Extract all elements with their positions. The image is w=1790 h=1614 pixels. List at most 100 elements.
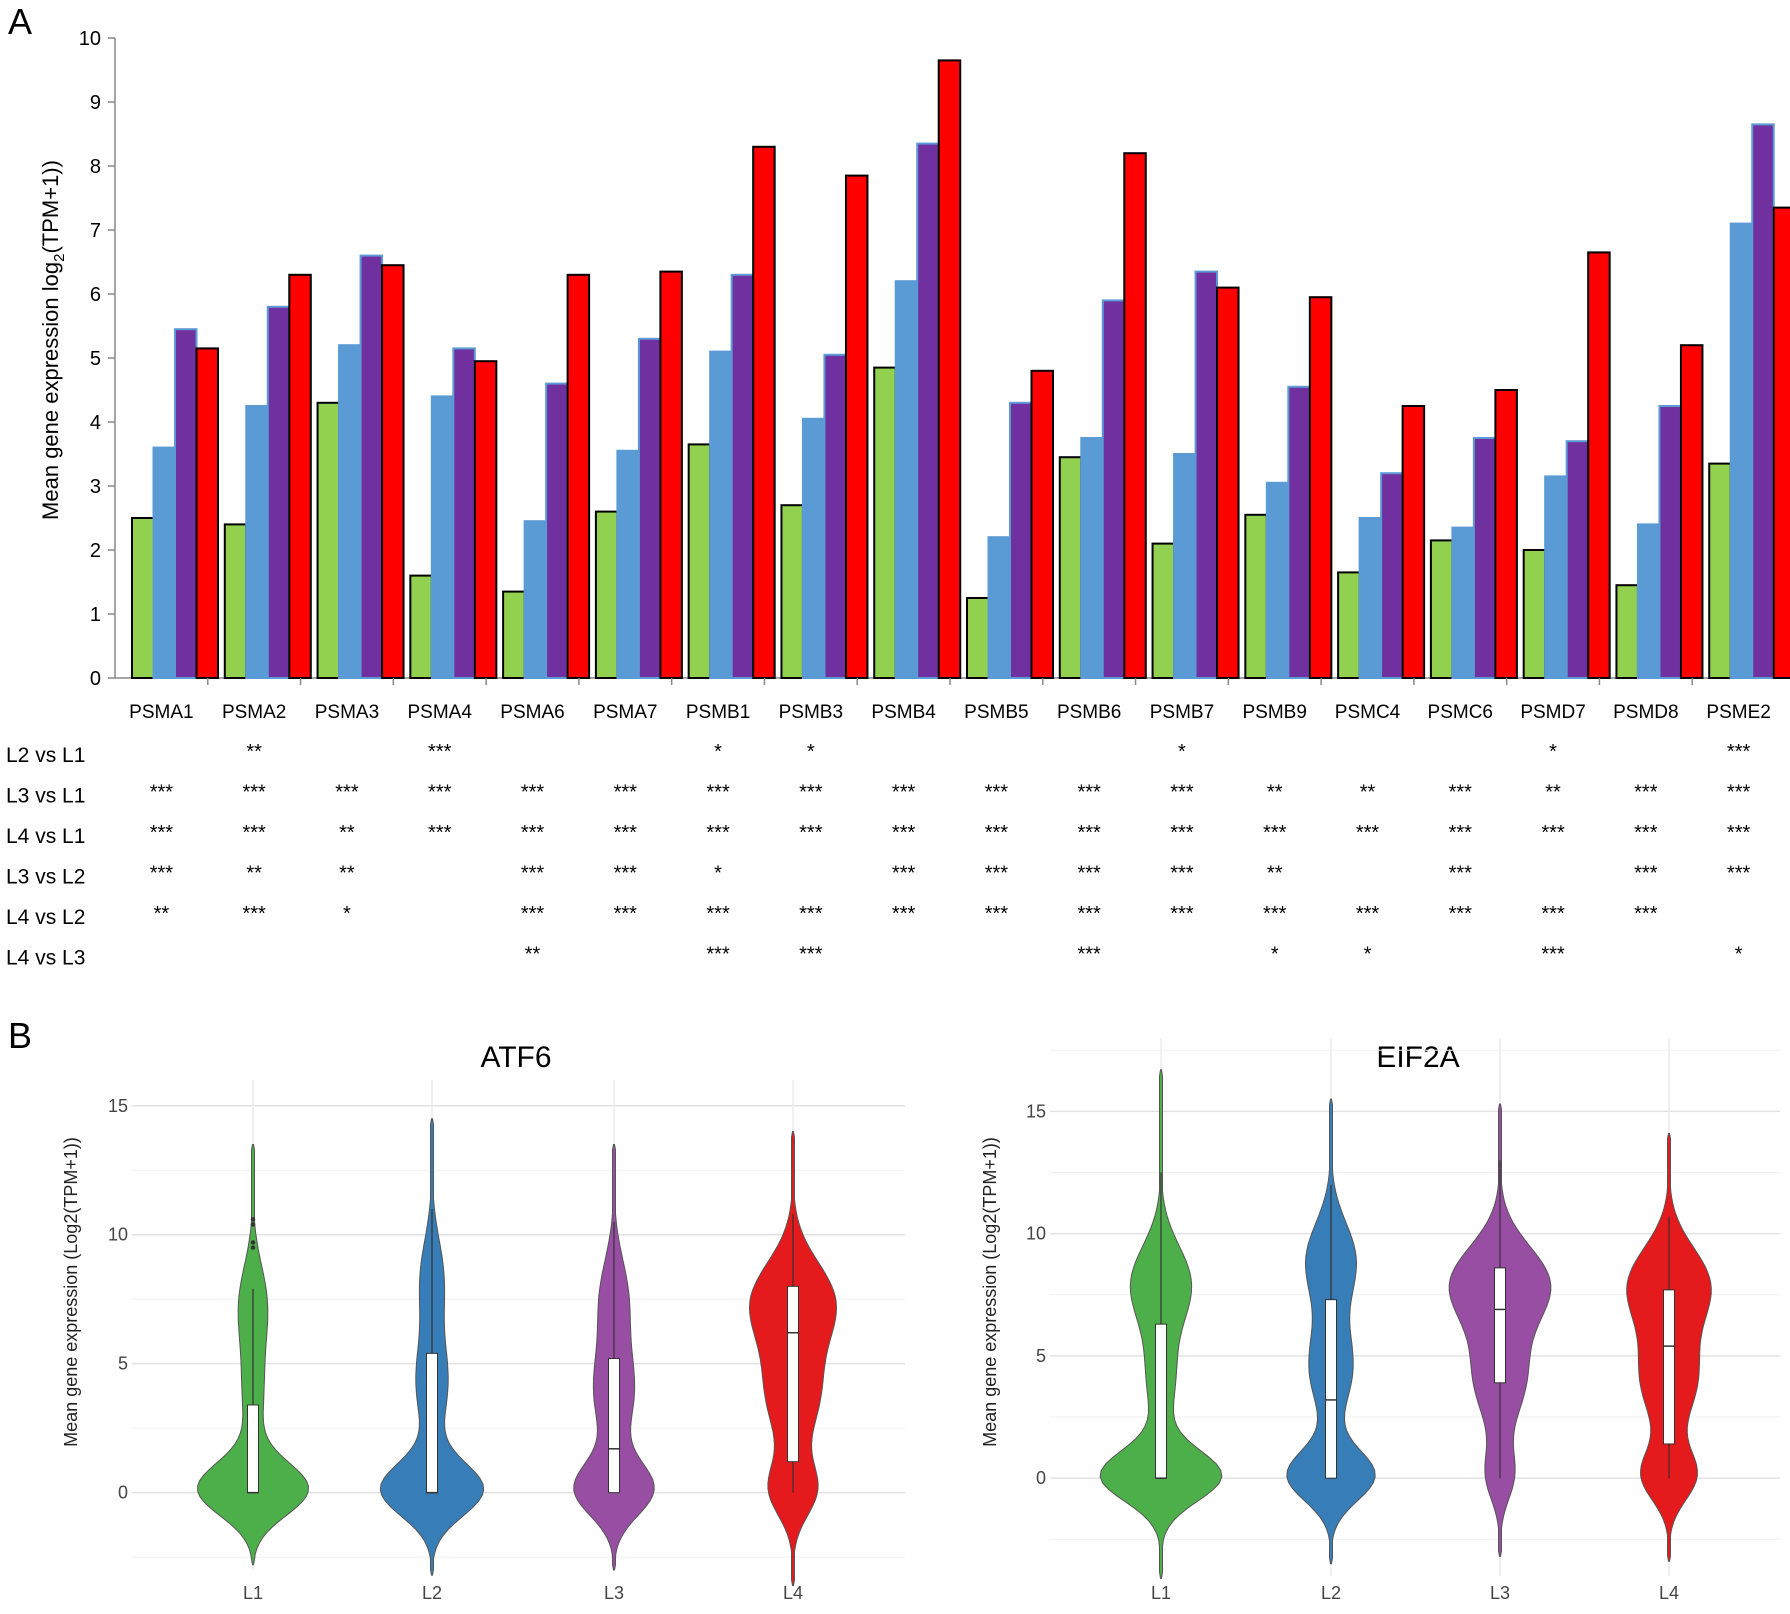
bar [1030,369,1054,679]
significance-stars: *** [1449,863,1473,885]
category-label: PSMA6 [500,702,564,723]
violin-box [1663,1289,1675,1445]
x-category-label: L2 [1321,1583,1341,1603]
category-label: PSMA7 [593,702,657,723]
significance-stars: ** [1267,863,1283,885]
significance-stars: *** [242,782,266,804]
ylabel-subscript: 2 [51,254,68,262]
significance-stars: *** [1634,903,1658,925]
bar [1544,475,1568,679]
bar [823,353,847,679]
bar-chart: Mean gene expression log2(TPM+1)) 012345… [38,28,1790,723]
violin-box [608,1358,620,1494]
bar [1429,539,1454,680]
bar [1151,542,1176,679]
significance-stars: ** [1267,782,1283,804]
bar [1265,481,1290,679]
ylabel-tail: (TPM+1)) [38,160,63,254]
bar [1451,526,1475,679]
significance-stars: *** [428,741,452,763]
bar [1244,513,1268,679]
bar [566,273,591,679]
category-label: PSMA3 [315,702,379,723]
significance-stars: *** [892,903,916,925]
significance-stars: * [1735,944,1743,966]
significance-stars: *** [521,822,545,844]
bar [223,523,248,680]
bar [316,401,341,679]
y-tick-label: 0 [1036,1468,1046,1488]
bar [1058,456,1083,680]
bar [152,446,176,679]
bar [338,344,362,679]
significance-stars: * [1178,741,1186,763]
y-tick-label: 0 [118,1483,128,1503]
bar [1123,152,1147,679]
violin-title-eif2a: EIF2A [1376,1041,1459,1074]
category-label: PSMB1 [686,702,750,723]
bar [844,174,869,679]
bar [1101,299,1126,679]
significance-row-label: L3 vs L2 [6,866,85,889]
significance-stars: *** [614,782,638,804]
bar [1009,401,1033,679]
y-tick-label: 9 [90,92,101,114]
bar [430,395,455,679]
bar [266,305,291,679]
significance-stars: *** [242,822,266,844]
significance-stars: *** [150,863,174,885]
significance-stars: *** [150,782,174,804]
y-tick-label: 10 [1026,1224,1046,1244]
ylabel-main: Mean gene expression log [38,262,63,520]
significance-stars: *** [521,782,545,804]
bar [452,347,476,679]
bar [780,504,804,680]
significance-stars: *** [1634,863,1658,885]
bar [381,264,405,679]
category-label: PSME2 [1706,702,1770,723]
significance-stars: * [1364,944,1372,966]
x-category-label: L4 [783,1583,803,1603]
bar [1308,296,1333,679]
significance-stars: ** [1545,782,1561,804]
y-tick-label: 5 [90,348,101,370]
significance-stars: ** [154,903,170,925]
y-tick-label: 1 [90,604,101,626]
significance-stars: *** [1077,822,1101,844]
violin-ylabel-eif2a: Mean gene expression (Log2(TPM+1)) [980,1137,1000,1447]
significance-stars: *** [1356,822,1380,844]
x-category-label: L3 [1490,1583,1510,1603]
significance-stars: *** [614,863,638,885]
significance-stars: *** [1077,944,1101,966]
significance-stars: *** [985,782,1009,804]
significance-stars: * [1549,741,1557,763]
category-label: PSMB6 [1057,702,1121,723]
bar [174,328,198,679]
violin-box [1494,1267,1506,1384]
category-label: PSMB3 [779,702,843,723]
significance-stars: *** [1634,782,1658,804]
bar [1216,286,1240,679]
bar [1173,453,1197,679]
violin-outlier [250,1217,256,1222]
category-label: PSMD8 [1613,702,1678,723]
violin-outlier [250,1245,256,1250]
significance-stars: *** [799,782,823,804]
significance-stars: *** [1170,782,1194,804]
y-tick-label: 10 [108,1225,128,1245]
significance-stars: *** [1449,903,1473,925]
violin-chart-eif2a: EIF2A Mean gene expression (Log2(TPM+1))… [980,1038,1780,1603]
bar [245,405,269,679]
significance-stars: *** [799,903,823,925]
bar [709,350,733,679]
significance-stars: * [714,863,722,885]
significance-stars: *** [428,782,452,804]
significance-stars: *** [614,903,638,925]
significance-stars: *** [892,822,916,844]
x-category-label: L3 [604,1583,624,1603]
bar [594,510,619,679]
significance-stars: *** [1077,903,1101,925]
bar [288,273,312,679]
violin-ylabel-atf6: Mean gene expression (Log2(TPM+1)) [61,1137,81,1447]
